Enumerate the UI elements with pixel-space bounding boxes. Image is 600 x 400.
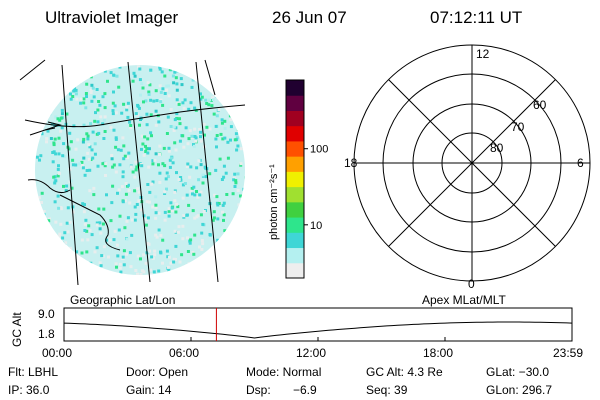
colorbar-band — [286, 186, 304, 203]
colorbar-band — [286, 247, 304, 264]
colorbar-band — [286, 95, 304, 111]
image-disk-background — [35, 65, 245, 275]
colorbar-tick-label: 100 — [310, 144, 328, 156]
coastline-segment — [44, 121, 62, 131]
colorbar-band — [286, 201, 304, 218]
coastline-segment — [19, 59, 46, 81]
colorbar-tick-label: 10 — [310, 220, 322, 232]
mlt-label-12: 12 — [476, 47, 490, 61]
filter-info: Flt: LBHL — [8, 365, 59, 379]
altitude-tick-top: 9.0 — [38, 307, 55, 321]
orbit-frame — [63, 307, 573, 342]
colorbar-band — [286, 125, 304, 142]
meridian-line — [195, 61, 219, 283]
colorbar-band — [286, 262, 304, 279]
geographic-longitude-info: GLon: 296.7 — [486, 383, 553, 397]
coastline-segment — [27, 179, 71, 194]
lat-label-80: 80 — [490, 141, 504, 155]
colorbar-band — [286, 80, 304, 96]
colorbar-frame — [285, 79, 305, 279]
lat-label-70: 70 — [511, 120, 525, 134]
geographic-overlay — [19, 59, 246, 286]
apex-label: Apex MLat/MLT — [422, 293, 506, 307]
colorbar-band — [286, 140, 304, 157]
lat-label-60: 60 — [533, 98, 547, 112]
colorbar-band — [286, 156, 304, 172]
gain-info: Gain: 14 — [126, 383, 172, 397]
colorbar: 10 100 photon cm⁻²s⁻¹ — [268, 79, 328, 279]
orbit-time-ticks — [63, 337, 573, 341]
sequence-info: Seq: 39 — [366, 383, 408, 397]
orbit-altitude-curve — [63, 321, 573, 339]
auroral-image-disk — [19, 59, 246, 286]
date-label: 26 Jun 07 — [272, 8, 347, 27]
polar-diagonal — [388, 79, 556, 247]
time-tick-0600: 06:00 — [169, 346, 199, 360]
meridian-line — [127, 61, 151, 283]
mlt-label-18: 18 — [344, 156, 358, 170]
time-tick-2359: 23:59 — [553, 346, 583, 360]
geographic-label: Geographic Lat/Lon — [70, 293, 175, 307]
dsp-value: −6.9 — [293, 383, 317, 397]
colorbar-band — [286, 171, 304, 188]
time-tick-1800: 18:00 — [423, 346, 453, 360]
gc-altitude-info: GC Alt: 4.3 Re — [366, 365, 443, 379]
coastline-segment — [59, 194, 121, 251]
colorbar-band — [286, 110, 304, 127]
dsp-label: Dsp: — [246, 383, 271, 397]
latitude-line — [24, 104, 246, 128]
meridian-line — [61, 64, 79, 286]
colorbar-band — [286, 232, 304, 249]
altitude-axis-label: GC Alt — [10, 312, 24, 347]
colorbar-unit-label: photon cm⁻²s⁻¹ — [268, 164, 280, 240]
mlt-label-6: 6 — [577, 156, 584, 170]
time-tick-0000: 00:00 — [42, 346, 72, 360]
door-info: Door: Open — [126, 365, 189, 379]
time-label: 07:12:11 UT — [430, 8, 523, 27]
polar-plot — [353, 44, 591, 282]
orbit-strip: Geographic Lat/Lon Apex MLat/MLT GC Alt … — [10, 293, 573, 347]
ip-info: IP: 36.0 — [8, 383, 50, 397]
colorbar-ticks: 10 100 — [304, 144, 328, 232]
altitude-tick-bottom: 1.8 — [38, 327, 55, 341]
colorbar-band — [286, 217, 304, 233]
coastline-segment — [204, 59, 216, 96]
geographic-latitude-info: GLat: −30.0 — [486, 365, 550, 379]
time-tick-1200: 12:00 — [296, 346, 326, 360]
mlt-label-0: 0 — [468, 277, 475, 291]
instrument-title: Ultraviolet Imager — [45, 8, 179, 27]
mode-info: Mode: Normal — [246, 365, 322, 379]
colorbar-gradient — [286, 80, 304, 279]
